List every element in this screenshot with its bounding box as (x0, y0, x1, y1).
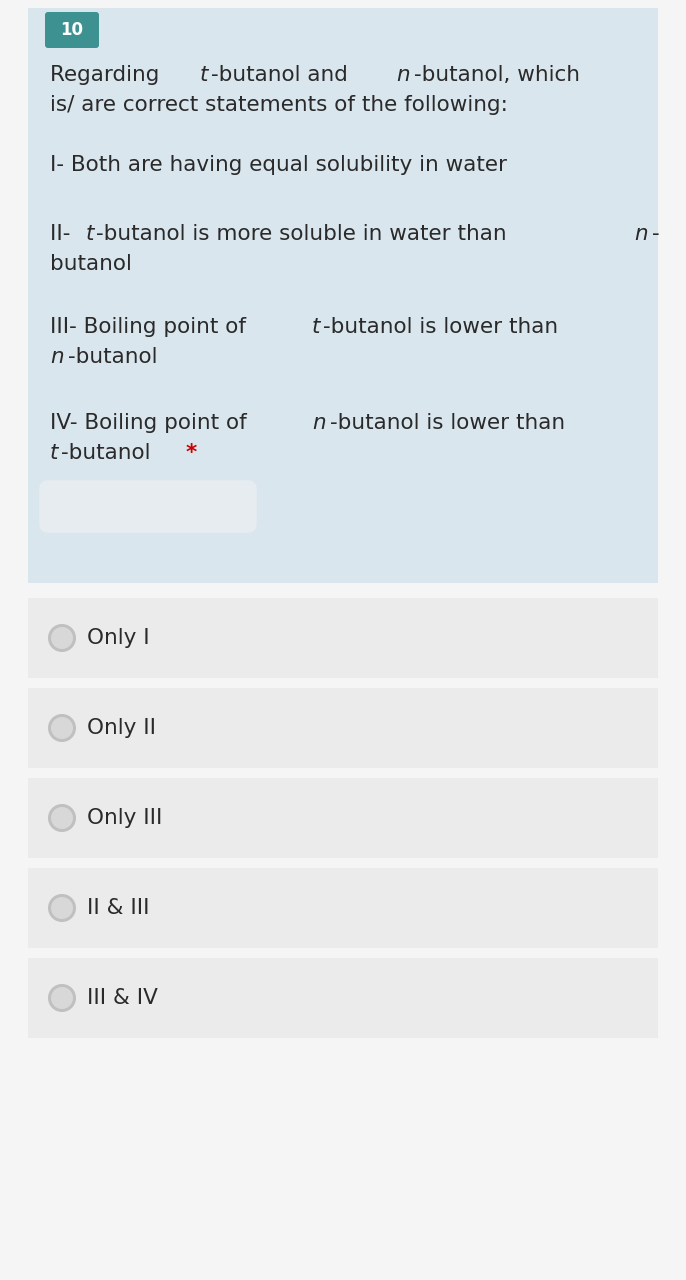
Text: Regarding: Regarding (50, 65, 166, 84)
Text: n: n (50, 347, 64, 367)
FancyBboxPatch shape (28, 689, 658, 768)
Text: n: n (313, 413, 327, 433)
FancyBboxPatch shape (28, 868, 658, 948)
FancyBboxPatch shape (28, 598, 658, 678)
FancyBboxPatch shape (40, 481, 256, 532)
Text: -butanol and: -butanol and (211, 65, 355, 84)
Text: -butanol, which: -butanol, which (414, 65, 580, 84)
Text: II & III: II & III (87, 899, 150, 918)
Text: t: t (50, 443, 58, 463)
Text: I- Both are having equal solubility in water: I- Both are having equal solubility in w… (50, 155, 507, 175)
FancyBboxPatch shape (28, 8, 658, 582)
Circle shape (48, 984, 76, 1012)
Circle shape (48, 804, 76, 832)
Text: -butanol is lower than: -butanol is lower than (331, 413, 565, 433)
Text: 10: 10 (60, 20, 84, 38)
Text: Only I: Only I (87, 628, 150, 648)
Text: III- Boiling point of: III- Boiling point of (50, 317, 253, 337)
FancyBboxPatch shape (28, 957, 658, 1038)
Circle shape (48, 714, 76, 742)
Text: IV- Boiling point of: IV- Boiling point of (50, 413, 254, 433)
Text: Only III: Only III (87, 808, 163, 828)
Circle shape (51, 987, 73, 1009)
Text: II-: II- (50, 224, 78, 244)
Circle shape (51, 627, 73, 649)
Text: t: t (311, 317, 320, 337)
Text: t: t (85, 224, 93, 244)
Text: is/ are correct statements of the following:: is/ are correct statements of the follow… (50, 95, 508, 115)
Text: butanol: butanol (50, 253, 132, 274)
Circle shape (51, 806, 73, 829)
Text: -butanol: -butanol (68, 347, 157, 367)
FancyBboxPatch shape (45, 12, 99, 47)
Text: -butanol: -butanol (61, 443, 157, 463)
Text: n: n (397, 65, 410, 84)
Text: -butanol is lower than: -butanol is lower than (322, 317, 558, 337)
Text: -butanol is more soluble in water than: -butanol is more soluble in water than (96, 224, 513, 244)
Circle shape (51, 897, 73, 919)
Circle shape (48, 623, 76, 652)
Text: *: * (185, 443, 196, 463)
Circle shape (48, 893, 76, 922)
Text: -: - (652, 224, 660, 244)
Text: Only II: Only II (87, 718, 156, 739)
FancyBboxPatch shape (28, 778, 658, 858)
Text: III & IV: III & IV (87, 988, 158, 1009)
Text: n: n (635, 224, 648, 244)
Circle shape (51, 717, 73, 739)
Text: t: t (200, 65, 209, 84)
